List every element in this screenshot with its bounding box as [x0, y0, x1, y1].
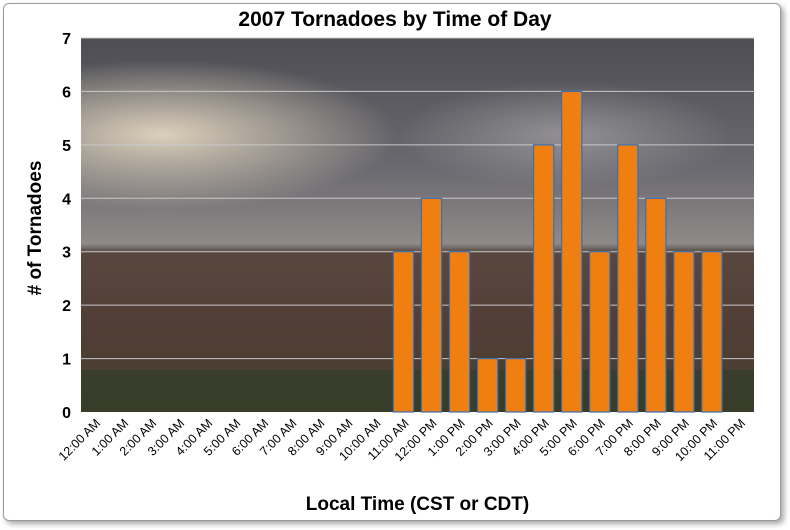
bar	[673, 251, 695, 413]
y-tick-label: 1	[62, 352, 71, 369]
y-tick-label: 4	[62, 191, 71, 208]
bar	[532, 144, 555, 413]
plot-background-photo	[81, 38, 754, 412]
chart-title: 2007 Tornadoes by Time of Day	[238, 8, 552, 31]
y-tick-label: 3	[62, 245, 71, 262]
y-tick-labels: 0 1 2 3 4 5 6 7	[62, 31, 71, 422]
bars	[392, 90, 723, 413]
x-axis-title: Local Time (CST or CDT)	[305, 494, 530, 515]
y-tick-label: 5	[62, 138, 71, 155]
bar	[448, 251, 471, 413]
bar	[589, 251, 611, 413]
bar	[701, 251, 723, 413]
bar	[645, 197, 667, 413]
y-tick-label: 2	[62, 298, 71, 315]
bar	[420, 197, 443, 413]
bar	[504, 357, 527, 413]
bar	[617, 144, 639, 413]
bar	[392, 251, 415, 413]
y-tick-label: 6	[62, 84, 71, 101]
x-tick-labels: 12:00 AM1:00 AM2:00 AM3:00 AM4:00 AM5:00…	[56, 416, 748, 464]
bar	[476, 357, 499, 413]
gridlines	[81, 37, 754, 360]
y-tick-label: 0	[62, 405, 71, 422]
bar	[561, 90, 583, 413]
y-tick-label: 7	[62, 31, 71, 48]
